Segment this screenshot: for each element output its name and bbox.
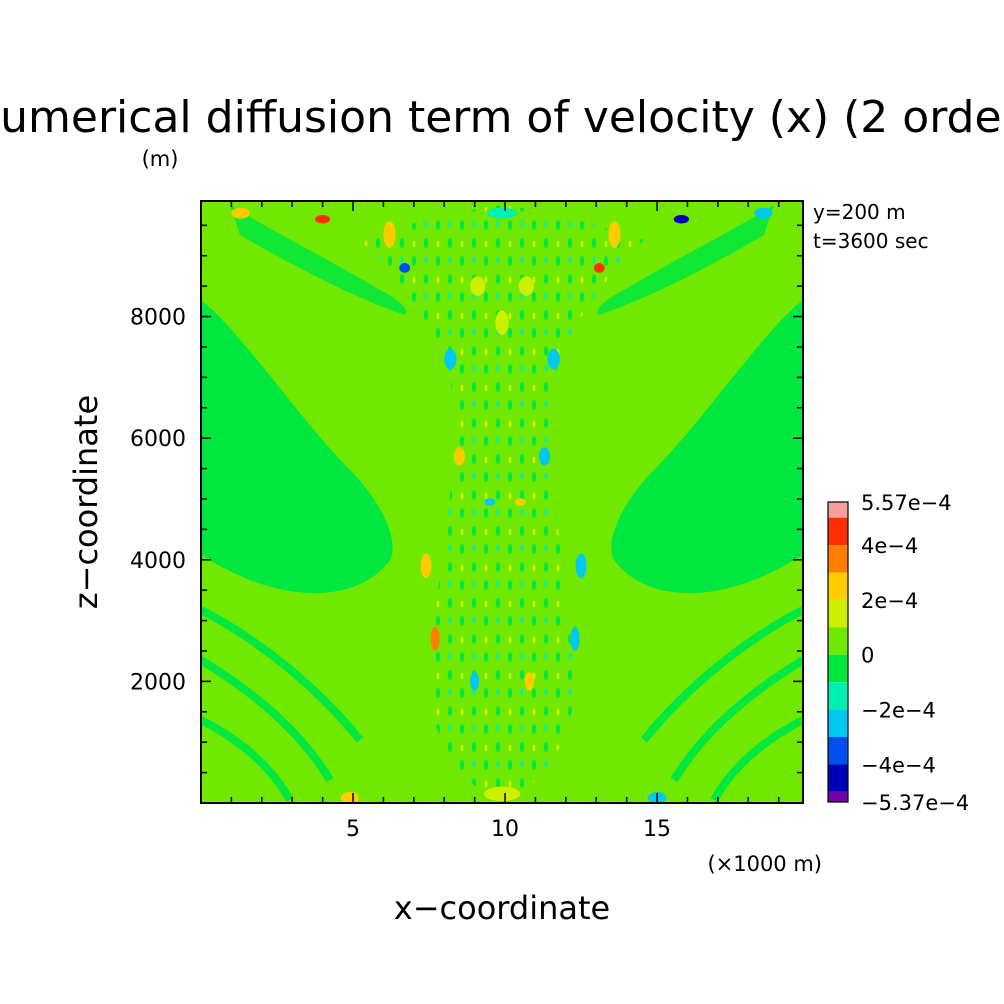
contour-feature-22 [470, 672, 480, 691]
colorbar-swatch-1 [828, 517, 848, 546]
colorbar-frame [827, 501, 849, 803]
y-axis: 2000 4000 6000 8000 [130, 224, 803, 774]
contour-feature-17 [514, 498, 526, 506]
x-axis: 5 10 15 [230, 201, 780, 842]
contour-feature-15 [539, 447, 551, 466]
contour-feature-0 [486, 207, 518, 219]
colorbar-swatch-4 [828, 599, 848, 628]
colorbar-swatch-2 [828, 545, 848, 573]
contour-region-bottom-left-bands [201, 606, 364, 802]
colorbar-labels: 5.57e−4 4e−4 2e−4 0 −2e−4 −4e−4 −5.37e−4 [861, 491, 969, 815]
colorbar-label: 2e−4 [861, 589, 918, 613]
contour-feature-12 [231, 207, 250, 219]
colorbar-label: −5.37e−4 [861, 791, 969, 815]
contour-feature-5 [547, 348, 560, 370]
colorbar-swatch-7 [828, 682, 848, 710]
y-tick-label: 4000 [130, 549, 186, 574]
plot-frame [200, 200, 804, 804]
contour-feature-7 [608, 221, 621, 248]
contour-region-top-left-diagonal [230, 205, 407, 315]
contour-feature-26 [483, 786, 521, 802]
contour-feature-14 [453, 447, 465, 466]
contour-region-right-lobe [611, 300, 803, 594]
contour-feature-3 [495, 310, 509, 335]
x-tick-label: 5 [346, 817, 360, 842]
contour-feature-16 [484, 498, 496, 506]
annotation-y-value: y=200 m [813, 200, 906, 224]
annotation-time: t=3600 sec [813, 229, 929, 253]
contour-feature-20 [430, 626, 440, 651]
colorbar-swatch-0 [828, 502, 848, 518]
y-tick-label: 8000 [130, 306, 186, 331]
colorbar-swatch-8 [828, 709, 848, 738]
contour-field [201, 201, 803, 803]
y-tick-label: 2000 [130, 670, 186, 695]
colorbar-swatch-6 [828, 654, 848, 683]
contour-feature-8 [315, 214, 331, 224]
x-tick-label: 15 [643, 817, 671, 842]
colorbar-label: −2e−4 [861, 699, 936, 723]
contour-feature-9 [673, 214, 689, 224]
x-axis-unit: (×1000 m) [707, 852, 822, 876]
colorbar-label: −4e−4 [861, 753, 936, 777]
contour-feature-24 [340, 792, 360, 803]
contour-regions [201, 205, 803, 802]
value-unit-label: (m) [142, 147, 179, 171]
contour-feature-18 [420, 553, 432, 579]
contour-features [231, 207, 773, 803]
contour-feature-23 [524, 672, 534, 691]
contour-feature-6 [383, 221, 396, 248]
chart-title: Numerical diffusion term of velocity (x)… [0, 92, 1004, 143]
contour-region-left-lobe [201, 300, 393, 594]
colorbar-swatch-11 [828, 791, 848, 802]
y-axis-label: z−coordinate [67, 395, 105, 609]
x-tick-label: 10 [491, 817, 519, 842]
colorbar-label: 4e−4 [861, 534, 918, 558]
contour-region-center-column [360, 205, 644, 800]
contour-region-bottom-right-bands [640, 606, 803, 802]
contour-feature-4 [444, 348, 457, 370]
contour-feature-2 [518, 276, 534, 296]
y-tick-label: 6000 [130, 427, 186, 452]
colorbar [827, 501, 849, 803]
contour-feature-21 [570, 626, 580, 651]
colorbar-label: 5.57e−4 [861, 491, 952, 515]
contour-feature-11 [593, 263, 605, 273]
contour-feature-1 [470, 276, 486, 296]
colorbar-swatch-10 [828, 764, 848, 792]
colorbar-label: 0 [861, 644, 874, 668]
colorbar-swatch-3 [828, 572, 848, 600]
contour-region-top-right-diagonal [597, 205, 774, 315]
contour-feature-19 [575, 553, 587, 579]
contour-feature-13 [754, 207, 773, 219]
contour-feature-10 [399, 263, 411, 273]
colorbar-swatch-9 [828, 737, 848, 765]
x-axis-label: x−coordinate [394, 889, 610, 927]
colorbar-swatch-5 [828, 627, 848, 655]
